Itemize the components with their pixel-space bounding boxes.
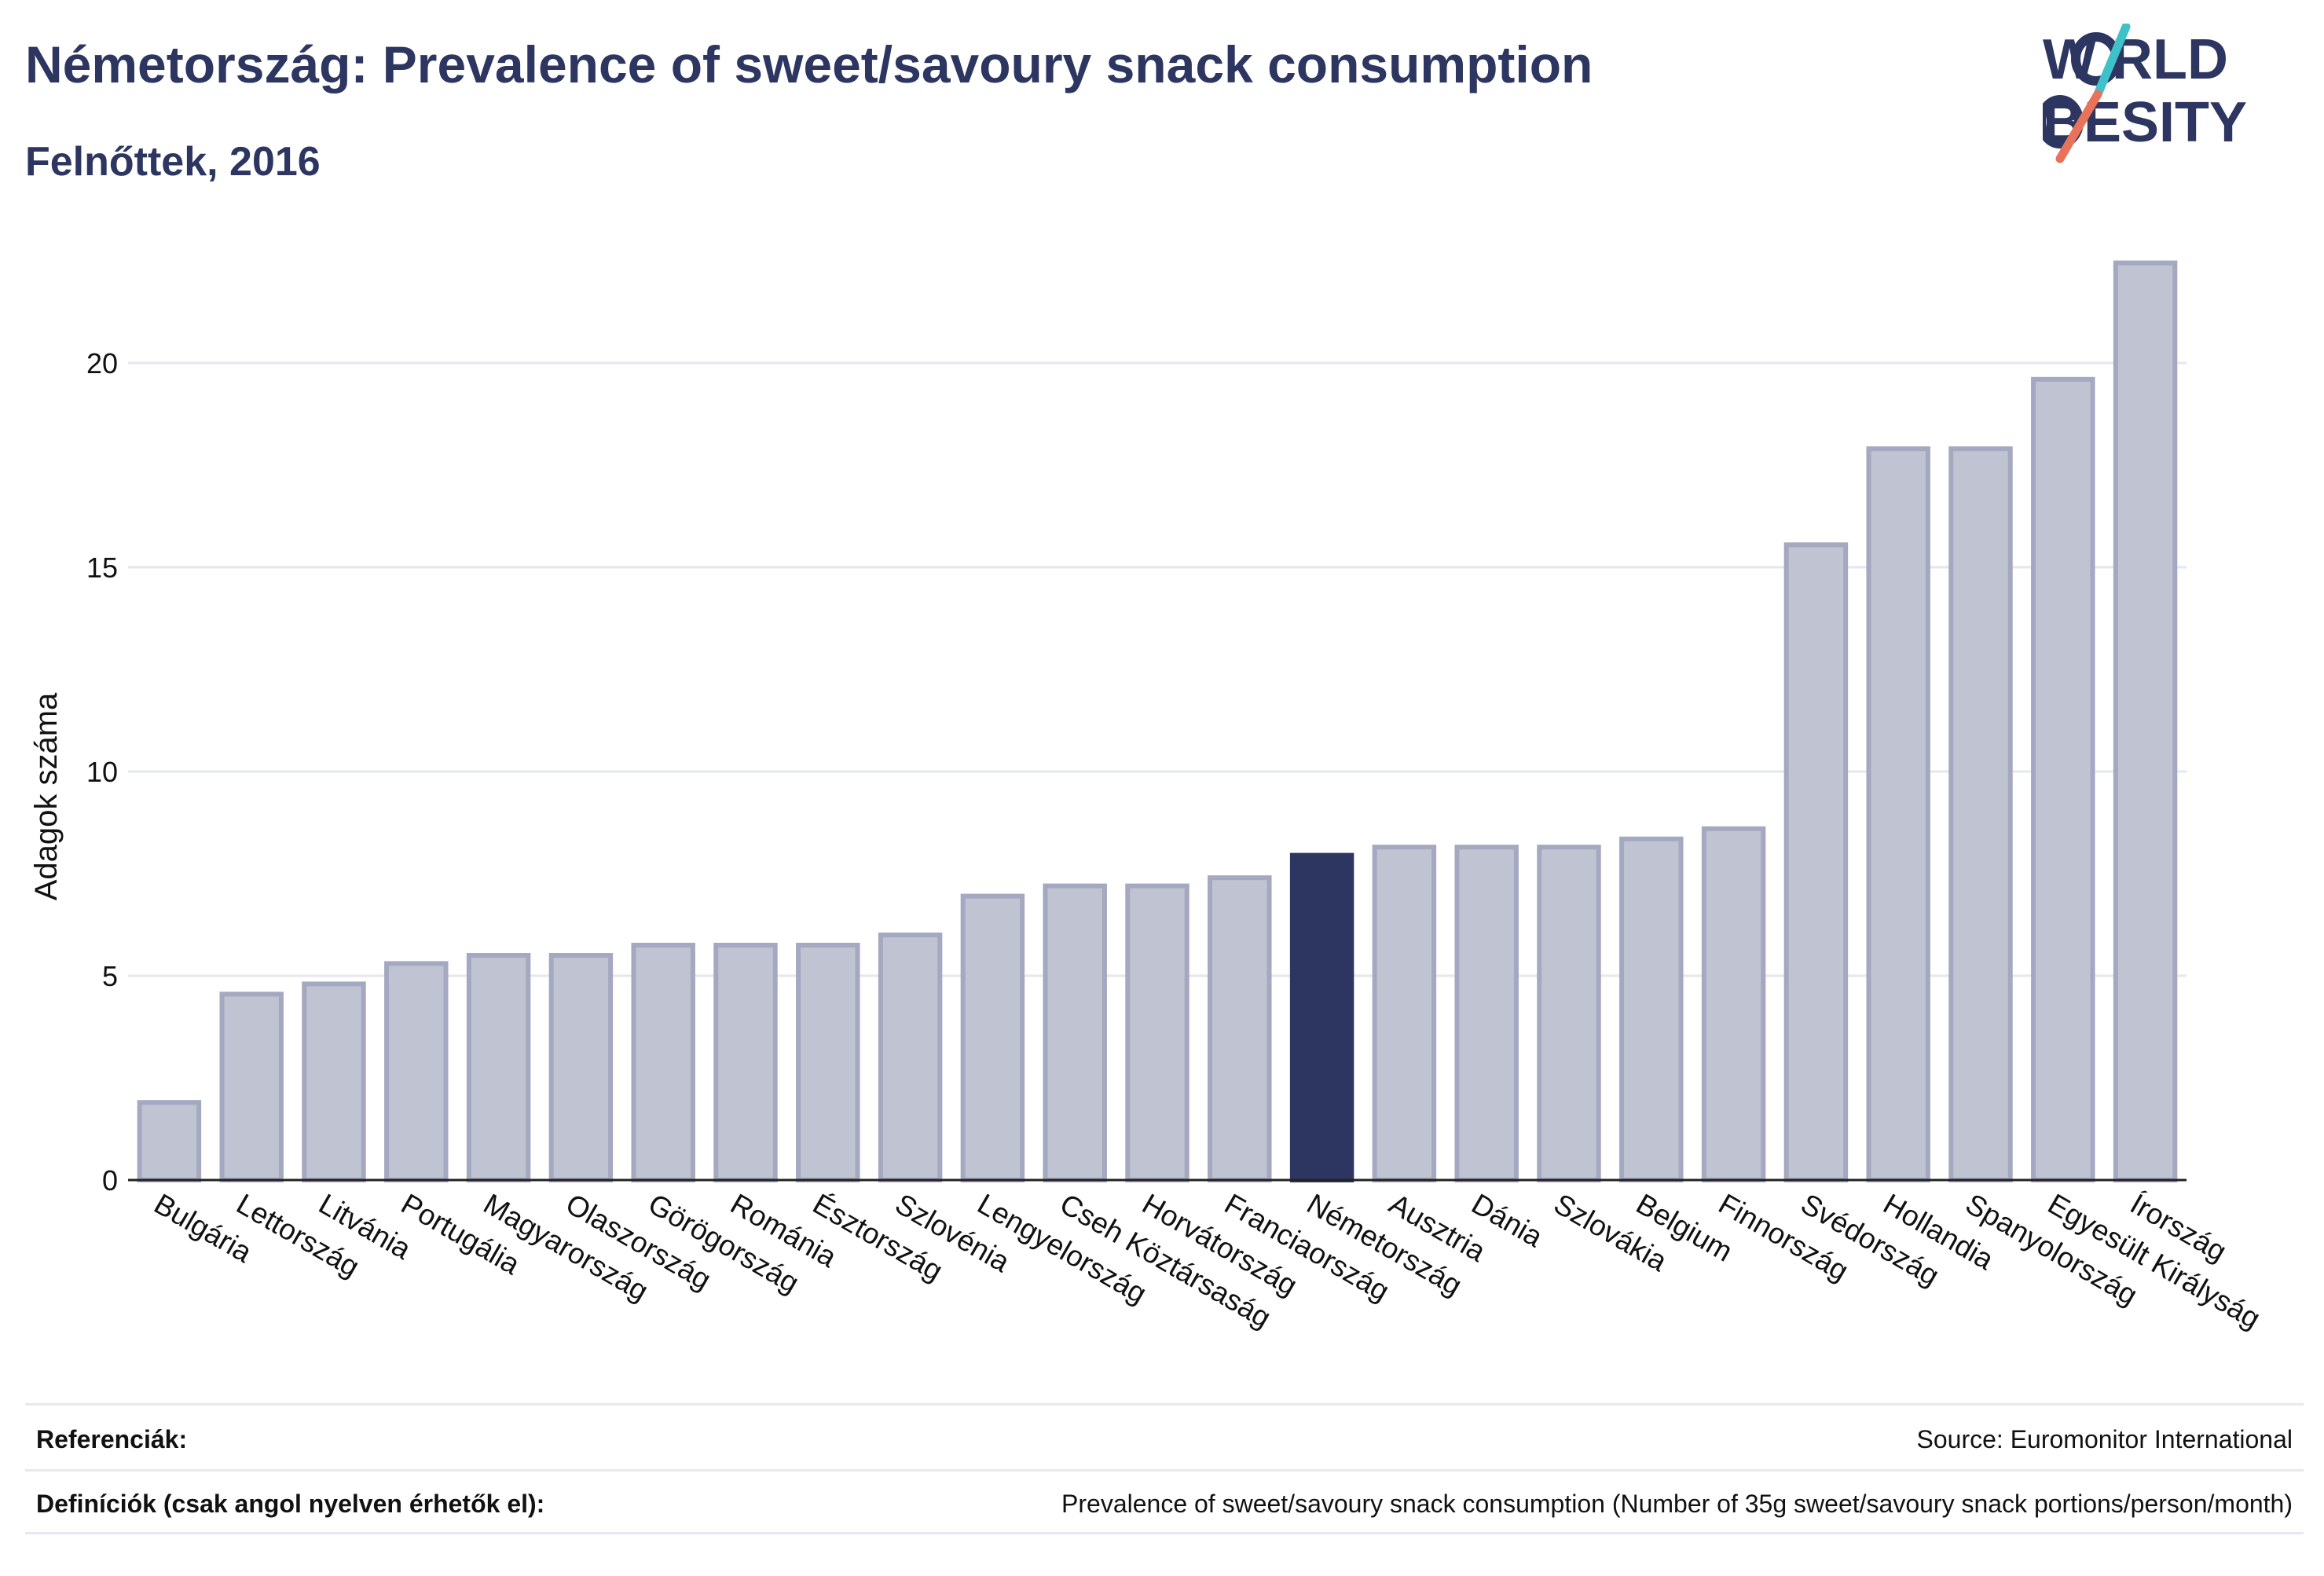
axis-layer: 0 5 10 15 20 Adagok száma <box>29 347 2187 1197</box>
page-subtitle: Felnőttek, 2016 <box>25 139 321 185</box>
references-value: Source: Euromonitor International <box>1916 1425 2293 1453</box>
labels-layer: BulgáriaLettországLitvániaPortugáliaMagy… <box>148 1187 2265 1335</box>
bar <box>137 1100 202 1182</box>
y-tick-label: 20 <box>86 347 118 379</box>
bar <box>2031 376 2095 1182</box>
bar <box>548 953 614 1182</box>
bar <box>1701 826 1766 1183</box>
bar <box>631 943 695 1182</box>
logo-slash-bottom-icon <box>2055 90 2102 163</box>
bar <box>466 953 531 1182</box>
bar <box>384 961 449 1183</box>
bar <box>1454 845 1519 1182</box>
footer-divider-top <box>25 1403 2304 1406</box>
definitions-label: Definíciók (csak angol nyelven érhetők e… <box>36 1490 545 1518</box>
logo-slash-top-icon <box>2093 24 2131 99</box>
bar <box>1372 845 1437 1182</box>
bars-layer <box>137 260 2178 1183</box>
bar <box>796 943 860 1182</box>
y-tick-label: 0 <box>102 1164 118 1197</box>
page-title: Németország: Prevalence of sweet/savoury… <box>25 35 1593 93</box>
definitions-value: Prevalence of sweet/savoury snack consum… <box>1061 1490 2293 1518</box>
y-tick-label: 5 <box>102 960 118 992</box>
y-tick-label: 15 <box>86 552 118 584</box>
bar <box>1783 542 1849 1182</box>
y-tick-label: 10 <box>86 756 118 788</box>
bar-chart: 0 5 10 15 20 Adagok száma BulgáriaLettországL… <box>29 260 2266 1335</box>
bar <box>1043 883 1107 1182</box>
bar <box>1125 883 1189 1182</box>
y-axis-title: Adagok száma <box>29 692 64 900</box>
bar <box>878 933 943 1182</box>
bar <box>219 991 284 1183</box>
bar <box>1866 446 1930 1182</box>
world-obesity-logo: W RLD BESITY <box>2043 24 2247 163</box>
bar <box>1289 852 1354 1182</box>
bar <box>1208 875 1272 1182</box>
footer-divider-bottom <box>25 1532 2304 1534</box>
bar <box>1537 845 1601 1182</box>
bar <box>2113 260 2178 1183</box>
references-label: Referenciák: <box>36 1425 188 1453</box>
bar <box>713 943 778 1182</box>
bar <box>302 981 366 1183</box>
bar <box>1948 446 2013 1182</box>
footer-divider-middle <box>25 1469 2304 1472</box>
bar <box>960 893 1025 1182</box>
bar <box>1619 836 1684 1183</box>
